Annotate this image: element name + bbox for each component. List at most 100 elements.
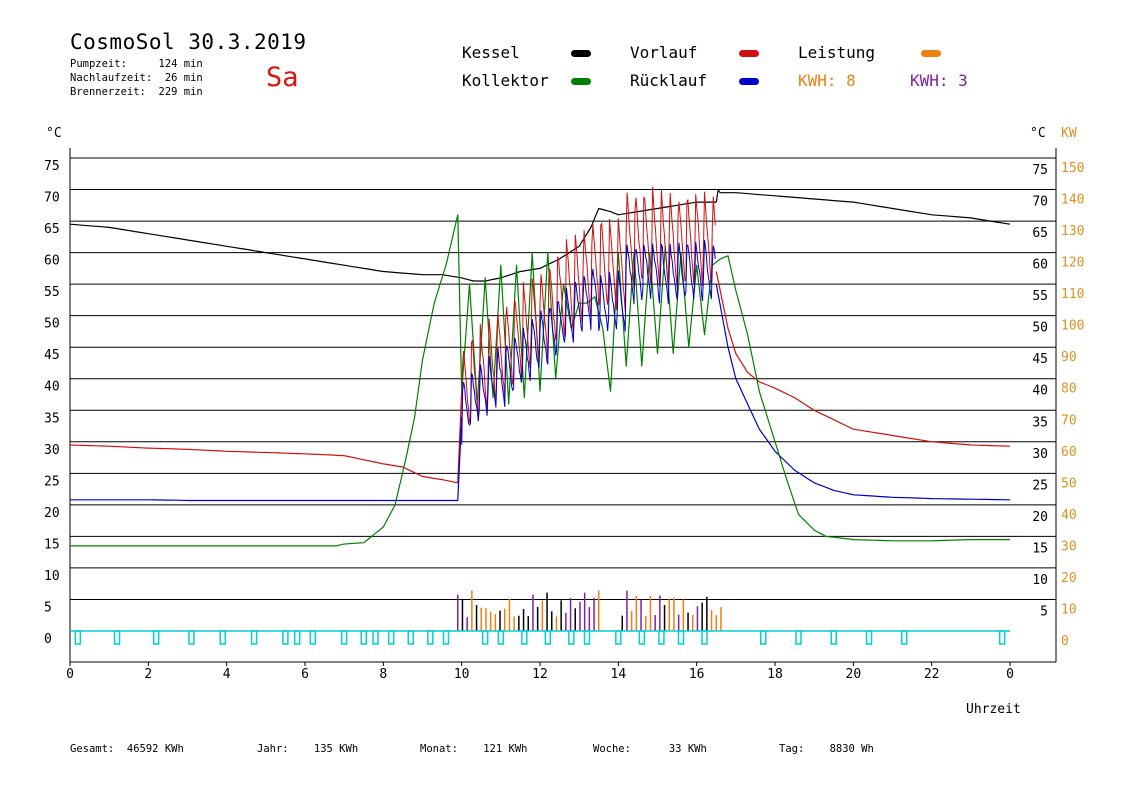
pump-marker (360, 630, 367, 645)
pump-marker (250, 630, 258, 645)
x-tick-label: 6 (301, 667, 309, 682)
chart-lines (69, 186, 1011, 547)
y-right-tick-label: 30 (1032, 447, 1048, 462)
y-tick-label: 5 (44, 600, 52, 615)
footer-gesamt: Gesamt: 46592 KWh (70, 743, 184, 755)
y-tick-label: 35 (44, 411, 60, 426)
x-tick-label: 18 (767, 667, 783, 682)
kw-tick-label: 20 (1061, 571, 1077, 586)
x-tick-label: 2 (144, 667, 152, 682)
y-right-tick-label: 10 (1032, 573, 1048, 588)
y-right-tick-label: 55 (1032, 289, 1048, 304)
pump-marker (387, 630, 395, 645)
pump-marker (638, 630, 646, 645)
legend-vorlauf-label: Vorlauf (630, 43, 698, 62)
right-unit-kw-label: KW (1061, 126, 1077, 141)
y-right-tick-label: 35 (1032, 415, 1048, 430)
y-tick-label: 45 (44, 348, 60, 363)
y-tick-label: 40 (44, 380, 60, 395)
pump-marker (677, 630, 685, 645)
y-tick-label: 25 (44, 474, 60, 489)
x-tick-label: 0 (1006, 667, 1014, 682)
y-right-tick-label: 65 (1032, 226, 1048, 241)
x-tick-label: 10 (454, 667, 470, 682)
pump-marker (865, 630, 873, 645)
footer-jahr: Jahr: 135 KWh (257, 743, 359, 755)
pump-marker (407, 630, 414, 645)
y-right-tick-label: 45 (1032, 352, 1048, 367)
y-right-tick-label: 50 (1032, 321, 1048, 336)
series-line-ruecklauf (715, 283, 1011, 501)
chart-title: CosmoSol 30.3.2019 (70, 30, 307, 54)
y-right-tick-label: 60 (1032, 258, 1048, 273)
footer-tag: Tag: 8830 Wh (779, 743, 874, 755)
brennerzeit-text: Brennerzeit: 229 min (70, 86, 203, 98)
kw-tick-label: 10 (1061, 602, 1077, 617)
kw-tick-label: 60 (1061, 445, 1077, 460)
pump-marker (760, 630, 767, 645)
kw-tick-label: 50 (1061, 476, 1077, 491)
y-tick-label: 30 (44, 443, 60, 458)
legend-kollektor-swatch (571, 78, 591, 85)
chart-grid (69, 148, 1057, 663)
y-tick-label: 75 (44, 159, 60, 174)
pump-marker (188, 630, 195, 645)
y-right-tick-label: 25 (1032, 478, 1048, 493)
series-line-kessel (69, 188, 1011, 282)
pump-marker (113, 630, 121, 645)
footer-monat: Monat: 121 KWh (420, 743, 528, 755)
pump-marker (830, 630, 837, 645)
legend-kwh-orange: KWH: 8 (798, 71, 856, 90)
y-tick-label: 10 (44, 569, 60, 584)
pump-marker (583, 630, 591, 645)
pump-marker (615, 630, 622, 645)
chart-pump-markers (70, 630, 1010, 645)
chart-power-bars (457, 590, 722, 631)
left-unit-label: °C (46, 126, 62, 141)
pump-marker (497, 630, 505, 645)
pump-marker (481, 630, 489, 645)
pump-marker (309, 630, 317, 645)
y-tick-label: 70 (44, 191, 60, 206)
y-tick-label: 60 (44, 254, 60, 269)
kw-tick-label: 130 (1061, 224, 1084, 239)
legend-ruecklauf-label: Rücklauf (630, 71, 708, 90)
kw-tick-label: 30 (1061, 539, 1077, 554)
legend-kessel-swatch (571, 50, 591, 57)
kw-tick-label: 70 (1061, 413, 1077, 428)
pump-marker (152, 630, 160, 645)
pump-marker (901, 630, 908, 645)
x-tick-label: 0 (66, 667, 74, 682)
pump-marker (282, 630, 289, 645)
y-tick-label: 50 (44, 317, 60, 332)
x-tick-label: 20 (846, 667, 862, 682)
series-line-vorlauf (715, 271, 1011, 447)
x-tick-label: 16 (689, 667, 705, 682)
legend-kessel-label: Kessel (462, 43, 520, 62)
x-tick-label: 14 (611, 667, 627, 682)
pump-marker (74, 630, 82, 645)
pumpzeit-text: Pumpzeit: 124 min (70, 58, 203, 70)
legend-ruecklauf-swatch (739, 78, 759, 85)
legend-kwh-purple: KWH: 3 (910, 71, 968, 90)
weekday-label: Sa (266, 62, 299, 93)
pump-marker (568, 630, 575, 645)
pump-marker (293, 630, 301, 645)
x-tick-label: 22 (924, 667, 940, 682)
y-right-tick-label: 40 (1032, 384, 1048, 399)
pump-marker (544, 630, 552, 645)
y-right-tick-label: 15 (1032, 541, 1048, 556)
series-line-ruecklauf (70, 416, 463, 502)
series-line-ruecklauf-oscillation (461, 239, 716, 445)
y-tick-label: 15 (44, 537, 60, 552)
pump-marker (372, 630, 379, 645)
y-tick-label: 55 (44, 285, 60, 300)
pump-marker (340, 630, 348, 645)
legend-leistung-label: Leistung (798, 43, 876, 62)
kw-tick-label: 140 (1061, 193, 1084, 208)
pump-marker (219, 630, 226, 645)
series-line-vorlauf-oscillation (461, 186, 716, 442)
kw-tick-label: 150 (1061, 161, 1084, 176)
series-line-kollektor (70, 214, 1010, 547)
